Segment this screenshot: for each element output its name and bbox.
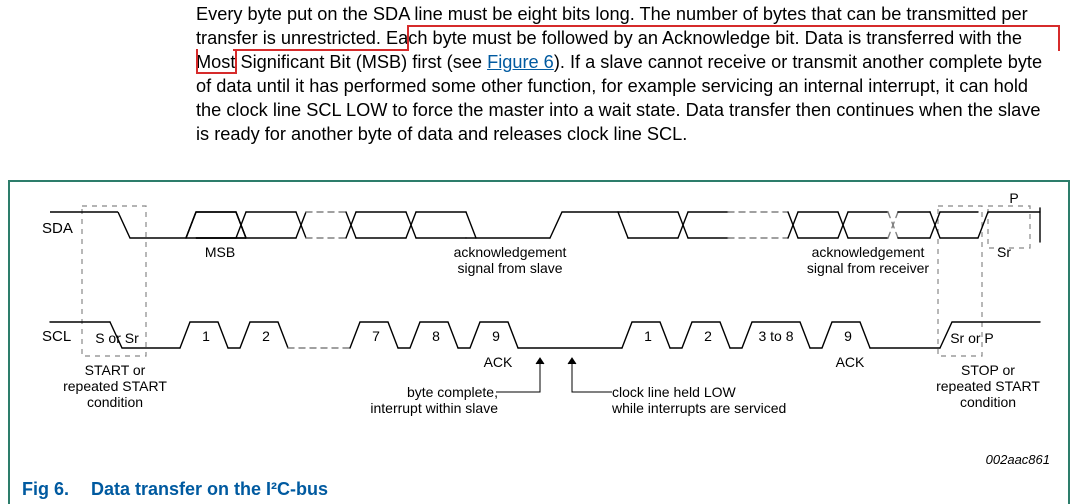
- figure-6-box: SDA SCL MSB acknowledgement signal from …: [8, 180, 1070, 504]
- highlight-box-bottom: [196, 49, 237, 74]
- stop-cond-l3: condition: [928, 394, 1048, 410]
- ack-recv-label-2: signal from receiver: [788, 260, 948, 276]
- sda-sequence: [186, 208, 1040, 242]
- ack-recv-label-1: acknowledgement: [788, 244, 948, 260]
- scl-num-9b: 9: [838, 328, 858, 344]
- ack-label-1: ACK: [478, 354, 518, 370]
- figure-caption-text: Data transfer on the I²C-bus: [91, 479, 328, 499]
- figure-caption: Fig 6. Data transfer on the I²C-bus: [22, 479, 328, 500]
- ack-slave-label-2: signal from slave: [430, 260, 590, 276]
- clock-hold-l1: clock line held LOW: [612, 384, 812, 400]
- clock-hold-l2: while interrupts are serviced: [612, 400, 812, 416]
- highlight-box-top: [407, 25, 1060, 51]
- scl-num-1b: 1: [638, 328, 658, 344]
- msb-label: MSB: [198, 244, 242, 260]
- scl-num-2a: 2: [256, 328, 276, 344]
- start-cond-l2: repeated START: [60, 378, 170, 394]
- byte-complete-l2: interrupt within slave: [358, 400, 498, 416]
- start-cond-l1: START or: [60, 362, 170, 378]
- scl-num-1a: 1: [196, 328, 216, 344]
- stop-cond-l1: STOP or: [928, 362, 1048, 378]
- scl-num-7: 7: [366, 328, 386, 344]
- ack-label-2: ACK: [830, 354, 870, 370]
- scl-num-8: 8: [426, 328, 446, 344]
- sr-or-p-label: Sr or P: [940, 330, 1004, 346]
- stop-cond-l2: repeated START: [928, 378, 1048, 394]
- sda-label: SDA: [42, 220, 82, 237]
- sr-label: Sr: [990, 244, 1018, 260]
- clock-hold-pointer: [568, 358, 612, 392]
- ack-slave-label-1: acknowledgement: [430, 244, 590, 260]
- figure-6-link[interactable]: Figure 6: [487, 52, 554, 72]
- sda-start-fall: [118, 212, 186, 238]
- page: Every byte put on the SDA line must be e…: [0, 0, 1080, 504]
- s-or-sr-label: S or Sr: [88, 330, 146, 346]
- scl-num-9a: 9: [486, 328, 506, 344]
- body-paragraph: Every byte put on the SDA line must be e…: [196, 2, 1054, 146]
- p-label: P: [1004, 190, 1024, 206]
- byte-complete-l1: byte complete,: [358, 384, 498, 400]
- start-cond-l3: condition: [60, 394, 170, 410]
- highlight-box-connector: [233, 49, 407, 51]
- scl-label: SCL: [42, 328, 82, 345]
- scl-num-2b: 2: [698, 328, 718, 344]
- scl-num-3to8: 3 to 8: [750, 328, 802, 344]
- figure-caption-num: Fig 6.: [22, 479, 86, 500]
- figure-docnum: 002aac861: [986, 452, 1050, 467]
